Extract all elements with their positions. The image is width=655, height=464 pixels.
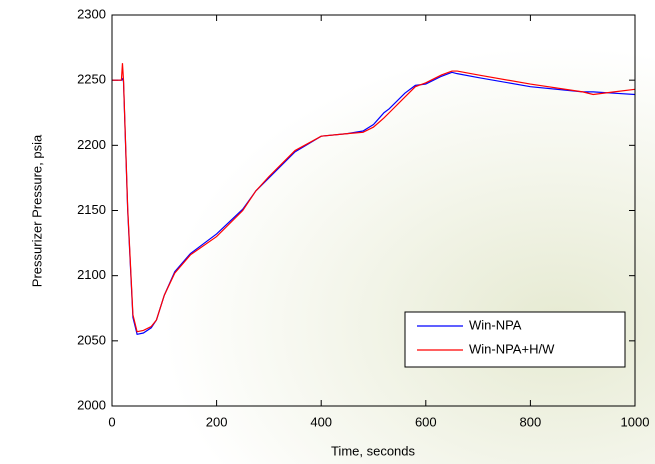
x-tick-label: 800 xyxy=(520,414,542,429)
x-tick-label: 1000 xyxy=(621,414,650,429)
y-axis-label: Pressurizer Pressure, psia xyxy=(29,134,44,287)
x-tick-label: 400 xyxy=(310,414,332,429)
y-tick-label: 2050 xyxy=(77,332,106,347)
plot-frame xyxy=(111,14,636,407)
x-tick-label: 200 xyxy=(206,414,228,429)
legend-label: Win-NPA+H/W xyxy=(469,341,555,356)
legend-label: Win-NPA xyxy=(469,317,522,332)
x-tick-label: 600 xyxy=(415,414,437,429)
x-tick-label: 0 xyxy=(108,414,115,429)
y-tick-label: 2100 xyxy=(77,267,106,282)
y-tick-label: 2000 xyxy=(77,397,106,412)
y-tick-label: 2200 xyxy=(77,137,106,152)
data-line xyxy=(112,63,636,333)
y-tick-label: 2250 xyxy=(77,72,106,87)
legend-box xyxy=(404,311,626,368)
x-axis-label: Time, seconds xyxy=(331,443,416,458)
y-tick-label: 2300 xyxy=(77,6,106,21)
y-tick-label: 2150 xyxy=(77,202,106,217)
